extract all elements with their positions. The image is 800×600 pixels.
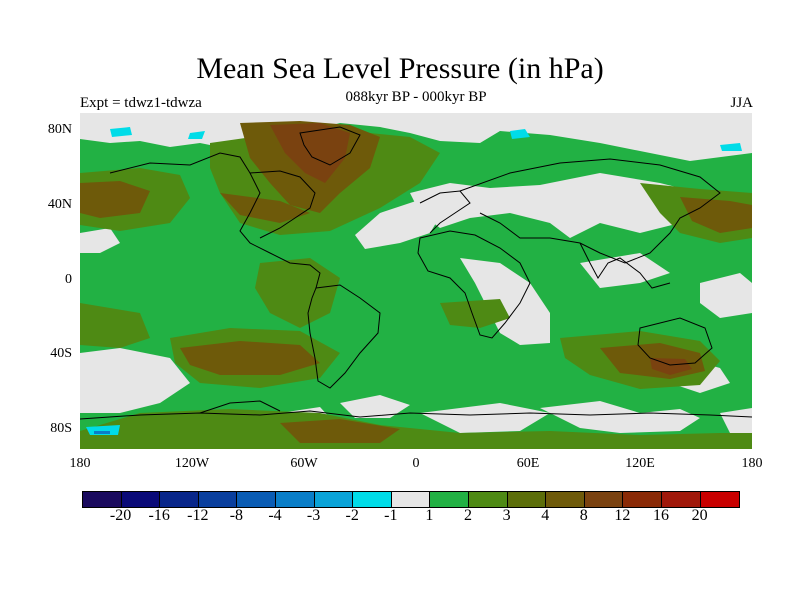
lon-label-60w: 60W [290,456,318,471]
lat-label-80s: 80S [50,421,72,436]
lon-label-180w: 180 [69,456,91,471]
colorbar-label: 20 [691,507,708,524]
colorbar-swatch [468,492,508,507]
coastlines [80,126,752,420]
colorbar-swatch [237,492,276,507]
colorbar-swatch [353,492,392,507]
lat-label-80n: 80N [47,122,72,137]
colorbar-swatch [623,492,662,507]
colorbar-swatch [314,492,354,507]
colorbar-label: -20 [109,507,132,524]
negative-anomaly-regions [86,127,742,435]
pressure-map [80,113,752,449]
colorbar-swatch [700,492,740,507]
colorbar-label: -4 [268,507,282,524]
lat-label-40n: 40N [47,197,72,212]
colorbar-label: -16 [148,507,170,524]
lon-label-120w: 120W [174,456,210,471]
colorbar-swatch [661,492,701,507]
colorbar-swatch [584,492,624,507]
colorbar-label: -12 [187,507,209,524]
lon-label-0: 0 [412,456,420,471]
colorbar-swatch [198,492,238,507]
colorbar-label: 16 [653,507,669,524]
colorbar-swatch [507,492,547,507]
positive-anomaly-regions [80,121,752,449]
colorbar-swatch [160,492,199,507]
colorbar-label: 4 [541,507,550,524]
map-title: Mean Sea Level Pressure (in hPa) [196,52,604,85]
colorbar-swatch [275,492,315,507]
colorbar-label: -1 [384,507,398,524]
colorbar-swatch [430,492,469,507]
lon-label-60e: 60E [516,456,540,471]
colorbar-label: -8 [229,507,244,524]
colorbar-label: 1 [425,507,434,524]
colorbar [82,491,741,508]
experiment-label: Expt = tdwz1-tdwza [80,95,202,111]
colorbar-swatch [391,492,431,507]
colorbar-label: 12 [614,507,631,524]
colorbar-swatch [121,492,161,507]
colorbar-swatch [83,492,122,507]
lon-label-120e: 120E [625,456,655,471]
colorbar-label: 2 [464,507,472,524]
map-subtitle: 088kyr BP - 000kyr BP [345,89,487,105]
lat-label-0: 0 [65,272,72,287]
map-canvas [80,113,752,449]
colorbar-label: -2 [345,507,359,524]
season-label: JJA [730,95,753,111]
lon-label-180e: 180 [741,456,763,471]
colorbar-swatch [546,492,585,507]
colorbar-label: 3 [502,507,511,524]
colorbar-label: 8 [579,507,588,524]
colorbar-label: -3 [306,507,321,524]
lat-label-40s: 40S [50,346,72,361]
